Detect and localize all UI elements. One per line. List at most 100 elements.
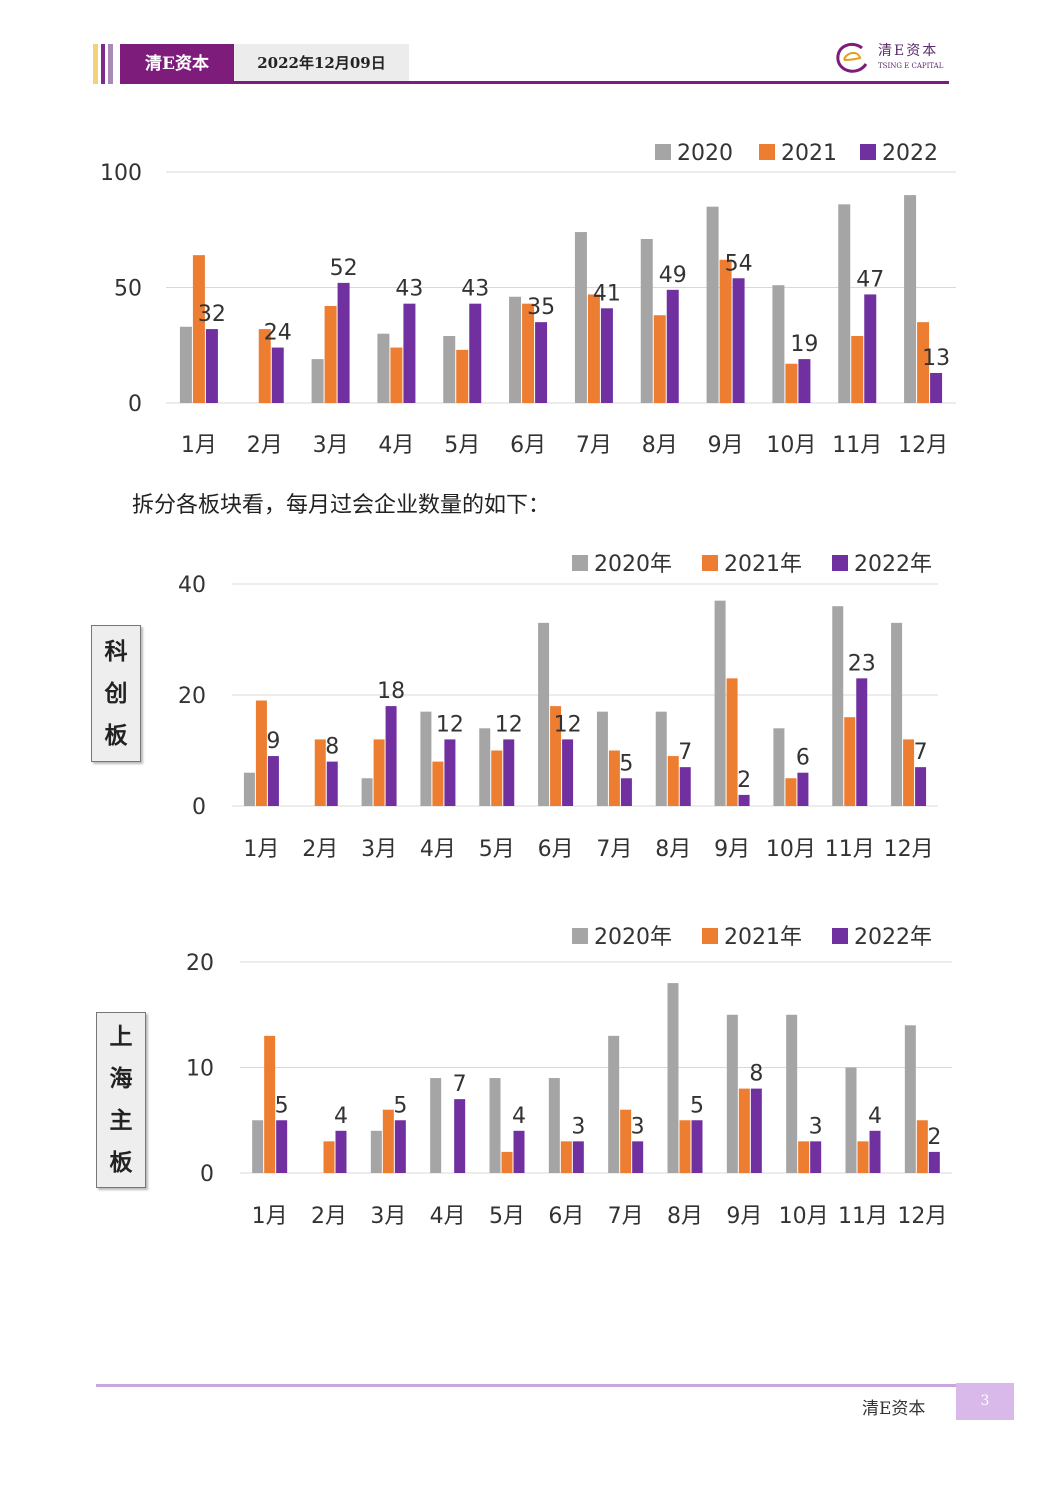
- bar-2020年-8月: [667, 983, 679, 1173]
- bar-2021年-5月: [491, 750, 503, 806]
- legend-swatch: [655, 144, 671, 160]
- x-tick-label: 7月: [576, 433, 612, 458]
- bar-2020-4月: [377, 333, 390, 403]
- bar-2022年-10月: [797, 772, 809, 806]
- section-paragraph: 拆分各板块看，每月过会企业数量的如下：: [132, 493, 551, 518]
- data-label: 54: [725, 251, 753, 276]
- data-label: 4: [334, 1104, 348, 1129]
- bar-2021年-10月: [798, 1141, 810, 1173]
- data-label: 43: [461, 277, 489, 302]
- x-tick-label: 5月: [444, 433, 480, 458]
- bar-2022年-6月: [572, 1141, 584, 1173]
- bar-2021年-11月: [844, 717, 856, 806]
- bar-2022年-8月: [691, 1120, 703, 1173]
- bar-2020年-3月: [361, 778, 373, 806]
- bar-2021-5月: [456, 349, 469, 403]
- x-tick-label: 1月: [252, 1204, 288, 1229]
- data-label: 3: [809, 1114, 823, 1139]
- bar-2021年-7月: [608, 750, 620, 806]
- bar-2020年-3月: [370, 1130, 382, 1173]
- label-char: 科: [104, 638, 128, 665]
- bar-2021年-1月: [255, 700, 267, 806]
- x-tick-label: 6月: [510, 433, 546, 458]
- bar-2021年-2月: [314, 739, 326, 806]
- bar-2021年-9月: [726, 678, 738, 806]
- bar-2022年-5月: [513, 1130, 525, 1173]
- legend-swatch: [702, 928, 718, 944]
- logo-text-en: TSING E CAPITAL: [878, 62, 944, 70]
- data-label: 32: [198, 302, 226, 327]
- bar-2020年-1月: [243, 772, 255, 806]
- data-label: 35: [527, 295, 555, 320]
- bar-2022-6月: [535, 322, 548, 403]
- x-tick-label: 4月: [420, 837, 456, 862]
- data-label: 23: [848, 651, 876, 676]
- legend-label: 2021年: [724, 552, 802, 577]
- legend-label: 2021年: [724, 925, 802, 950]
- bar-2022年-10月: [810, 1141, 822, 1173]
- bar-2021-10月: [785, 363, 798, 403]
- legend-swatch: [702, 555, 718, 571]
- y-tick-label: 40: [178, 573, 206, 598]
- bar-2022年-11月: [856, 678, 868, 806]
- legend-label: 2020年: [594, 925, 672, 950]
- bar-2020年-8月: [655, 711, 667, 806]
- chart-total: 0 50 100 32 1月 24 2月 52 3月 43 4月 43 5月 35 6月 41 7月 49 8月 54…: [90, 130, 970, 470]
- data-label: 8: [749, 1062, 763, 1087]
- label-char: 板: [109, 1150, 133, 1176]
- bar-2021-7月: [587, 294, 600, 403]
- bar-2021年-8月: [667, 756, 679, 806]
- bar-2020年-1月: [252, 1120, 264, 1173]
- data-label: 8: [325, 735, 339, 760]
- data-label: 18: [377, 679, 405, 704]
- bar-2020年-7月: [596, 711, 608, 806]
- x-tick-label: 6月: [538, 837, 574, 862]
- x-tick-label: 2月: [311, 1204, 347, 1229]
- data-label: 41: [593, 281, 621, 306]
- y-tick-label: 0: [200, 1162, 214, 1187]
- chart-star-market: 0 20 40 9 1月 8 2月 18 3月 12 4月 12 5月 12 6月 5 7月 7 8月 2 9月 6 10月…: [170, 545, 960, 875]
- data-label: 7: [678, 740, 692, 765]
- footer-rule: [96, 1384, 956, 1387]
- data-label: 24: [264, 321, 292, 346]
- bar-2022年-7月: [620, 778, 632, 806]
- x-tick-label: 4月: [378, 433, 414, 458]
- bar-2021-8月: [653, 315, 666, 403]
- bar-2021年-11月: [857, 1141, 869, 1173]
- bar-2021年-10月: [785, 778, 797, 806]
- bar-2021年-9月: [738, 1088, 750, 1173]
- company-logo: 清E资本 TSING E CAPITAL: [832, 38, 952, 78]
- legend-label: 2022年: [854, 925, 932, 950]
- bar-2022-4月: [403, 303, 416, 403]
- bar-2020年-7月: [608, 1035, 620, 1173]
- legend-label: 2020: [677, 141, 733, 166]
- chart-shanghai-main-board: 0 10 20 5 1月 4 2月 5 3月 7 4月 4 5月 3 6月 3 7月 5 8月 8 9月 3 10月 4 11月…: [170, 915, 960, 1245]
- bar-2022年-11月: [869, 1130, 881, 1173]
- bar-2022年-2月: [335, 1130, 347, 1173]
- legend-label: 2021: [781, 141, 837, 166]
- data-label: 12: [554, 712, 582, 737]
- y-tick-label: 50: [114, 277, 142, 302]
- x-tick-label: 6月: [548, 1204, 584, 1229]
- y-tick-label: 20: [178, 684, 206, 709]
- data-label: 2: [737, 768, 751, 793]
- y-tick-label: 0: [192, 795, 206, 820]
- bar-2020年-12月: [904, 1025, 916, 1173]
- bar-2020-3月: [311, 359, 324, 403]
- bar-2021年-8月: [679, 1120, 691, 1173]
- legend-swatch: [572, 555, 588, 571]
- x-tick-label: 2月: [247, 433, 283, 458]
- bar-2021-12月: [917, 322, 930, 403]
- data-label: 3: [631, 1114, 645, 1139]
- bar-2021年-12月: [903, 739, 915, 806]
- bar-2022-2月: [271, 347, 284, 403]
- data-label: 5: [393, 1093, 407, 1118]
- bar-2022年-7月: [632, 1141, 644, 1173]
- data-label: 49: [659, 263, 687, 288]
- legend-swatch: [832, 928, 848, 944]
- y-tick-label: 100: [100, 161, 142, 186]
- bar-2022-8月: [666, 289, 679, 403]
- data-label: 43: [395, 277, 423, 302]
- legend-swatch: [572, 928, 588, 944]
- bar-2020年-4月: [420, 711, 432, 806]
